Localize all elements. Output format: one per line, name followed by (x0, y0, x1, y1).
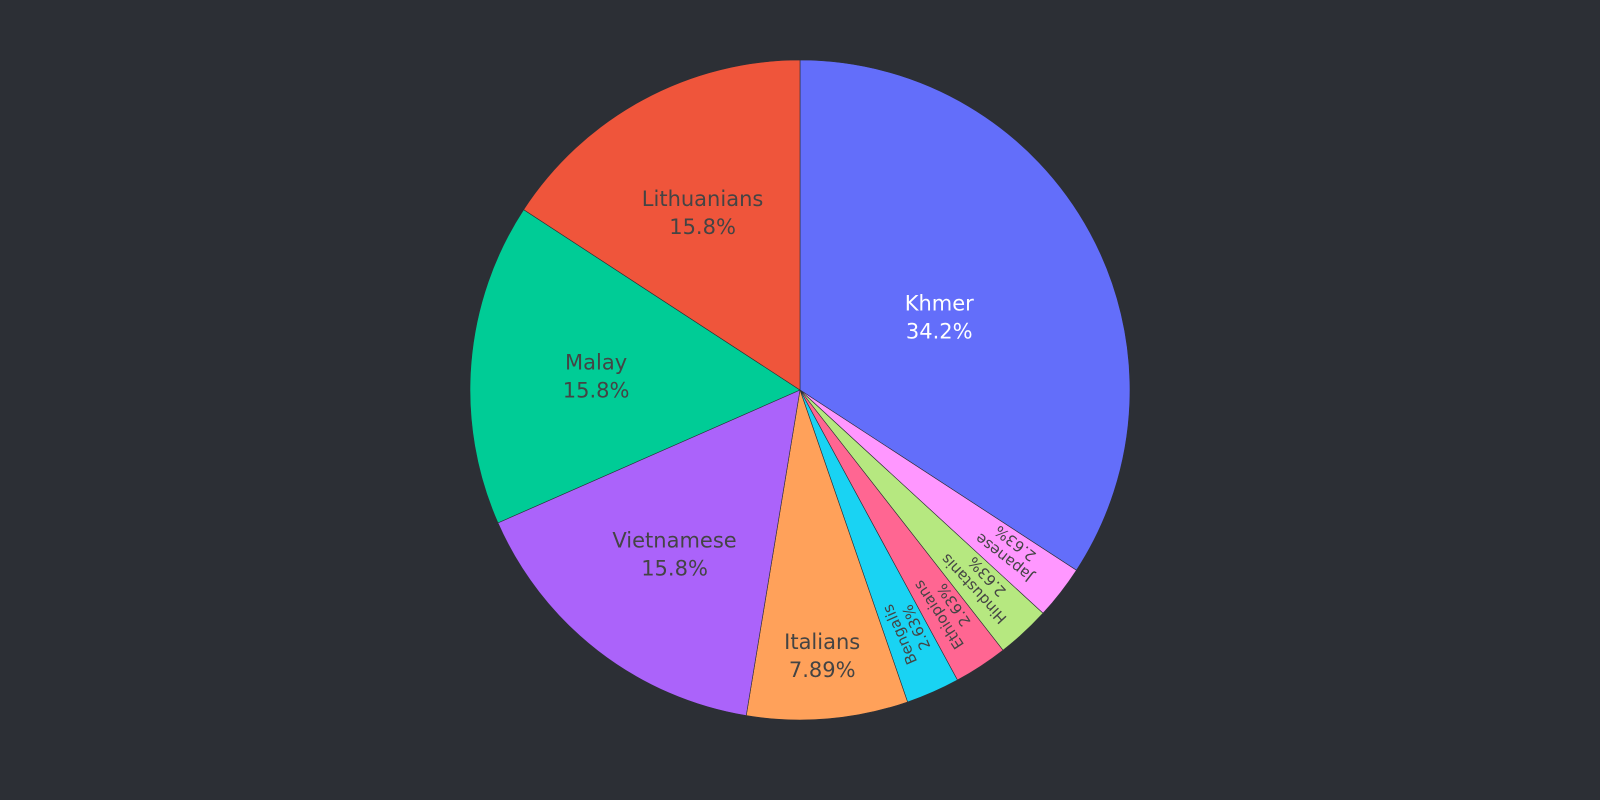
slice-percent-malay: 15.8% (563, 378, 630, 402)
slice-percent-lithuanians: 15.8% (669, 215, 736, 239)
slice-name-italians: Italians (784, 630, 860, 654)
slice-percent-italians: 7.89% (789, 658, 856, 682)
pie-slice-lithuanians[interactable] (523, 59, 801, 391)
slice-label-italians: Italians 7.89% (784, 630, 860, 682)
slice-percent-khmer: 34.2% (906, 320, 973, 344)
pie-slice-khmer[interactable] (799, 59, 1131, 571)
slice-label-malay: Malay 15.8% (563, 350, 630, 402)
slice-name-lithuanians: Lithuanians (642, 187, 764, 211)
pie-slice-vietnamese[interactable] (497, 389, 801, 716)
slice-label-vietnamese: Vietnamese 15.8% (612, 529, 736, 581)
slice-name-khmer: Khmer (905, 292, 974, 316)
slice-name-vietnamese: Vietnamese (612, 529, 736, 553)
pie-labels: Khmer34.2%Japanese2.63%Hindustanis2.63%E… (563, 187, 1040, 682)
slice-name-malay: Malay (565, 350, 627, 374)
slice-label-lithuanians: Lithuanians 15.8% (642, 187, 764, 239)
pie-slice-malay[interactable] (469, 209, 801, 524)
slice-percent-vietnamese: 15.8% (641, 557, 708, 581)
slice-label-khmer: Khmer 34.2% (905, 292, 974, 344)
pie-slices (469, 59, 1131, 721)
